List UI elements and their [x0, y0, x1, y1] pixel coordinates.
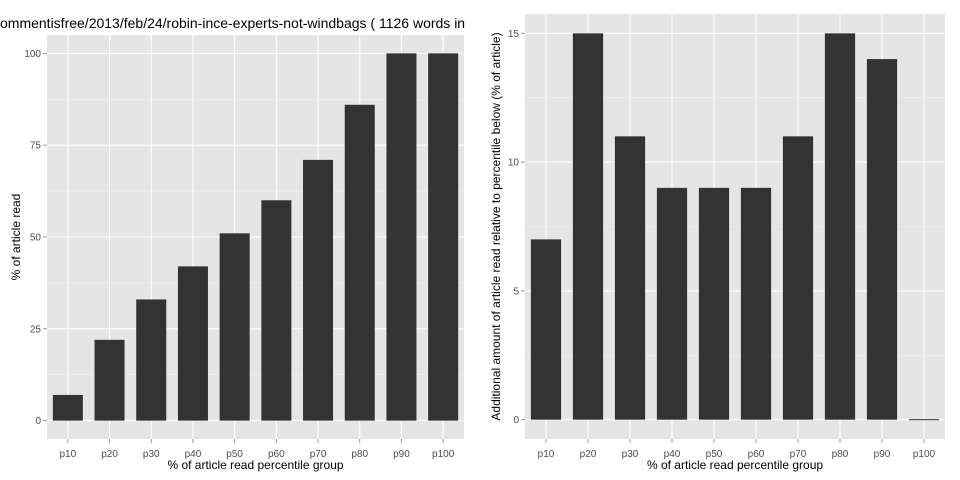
right-bar-chart: 0 5 10 15 p10 p20 p30 p40 p50 p60 p70 p80 p90 p100 %…	[489, 14, 945, 472]
left-bar-p100	[428, 53, 459, 421]
left-y-axis-title: % of article read	[9, 194, 23, 281]
right-x-tick-label: p40	[664, 449, 681, 460]
right-x-tick-label: p30	[622, 449, 639, 460]
left-y-tick-labels: 0 25 50 75 100	[24, 49, 47, 427]
left-x-tick-label: p70	[310, 449, 327, 460]
right-bar-p10	[530, 239, 562, 420]
right-x-tick-label: p80	[832, 449, 849, 460]
left-chart-title: ommentisfree/2013/feb/24/robin-ince-expe…	[0, 15, 465, 31]
right-bar-p70	[782, 136, 814, 420]
left-y-tick-label: 0	[35, 416, 41, 427]
left-x-tick-label: p80	[351, 449, 368, 460]
left-y-tick-label: 25	[30, 324, 42, 335]
right-x-tick-label: p100	[913, 449, 936, 460]
left-bars	[52, 53, 459, 421]
right-x-axis-title: % of article read percentile group	[647, 458, 823, 472]
right-bar-p30	[614, 136, 646, 420]
right-y-tick-label: 5	[513, 286, 519, 297]
left-x-tick-label: p40	[185, 449, 202, 460]
right-x-tick-label: p10	[538, 449, 555, 460]
left-x-tick-label: p60	[268, 449, 285, 460]
left-bar-chart: ommentisfree/2013/feb/24/robin-ince-expe…	[0, 15, 465, 472]
right-y-tick-label: 0	[513, 415, 519, 426]
right-bar-p100	[908, 419, 940, 421]
right-x-tick-label: p20	[580, 449, 597, 460]
left-x-tick-label: p30	[143, 449, 160, 460]
left-x-tick-label: p90	[393, 449, 410, 460]
right-bar-p80	[824, 33, 856, 420]
left-x-axis-title: % of article read percentile group	[167, 458, 343, 472]
left-bar-p50	[219, 233, 250, 421]
left-bar-p90	[386, 53, 417, 421]
right-x-tick-label: p50	[706, 449, 723, 460]
left-x-tick-label: p20	[101, 449, 118, 460]
right-x-tick-label: p70	[790, 449, 807, 460]
right-y-tick-label: 15	[508, 29, 520, 40]
left-y-tick-label: 50	[30, 233, 42, 244]
right-bar-p20	[572, 33, 604, 420]
right-x-tick-labels: p10 p20 p30 p40 p50 p60 p70 p80 p90 p100	[538, 439, 936, 460]
left-x-tick-label: p10	[60, 449, 77, 460]
right-y-tick-label: 10	[508, 158, 520, 169]
right-bar-p50	[698, 187, 730, 420]
left-y-tick-label: 100	[24, 49, 41, 60]
left-x-tick-labels: p10 p20 p30 p40 p50 p60 p70 p80 p90 p100	[60, 439, 455, 460]
left-y-tick-label: 75	[30, 141, 42, 152]
left-bar-p40	[177, 266, 208, 421]
left-bar-p20	[94, 339, 125, 421]
right-bar-p40	[656, 187, 688, 420]
left-bar-p30	[136, 299, 167, 421]
right-bars	[530, 33, 940, 421]
left-bar-p60	[261, 200, 292, 421]
left-x-tick-label: p100	[432, 449, 455, 460]
right-y-axis-title: Additional amount of article read relati…	[489, 32, 503, 420]
left-bar-p10	[52, 394, 83, 421]
right-x-tick-label: p60	[748, 449, 765, 460]
left-bar-p70	[303, 159, 334, 421]
right-y-tick-labels: 0 5 10 15	[508, 29, 525, 426]
left-bar-p80	[344, 104, 375, 421]
right-x-tick-label: p90	[874, 449, 891, 460]
right-bar-p90	[866, 59, 898, 420]
right-bar-p60	[740, 187, 772, 420]
left-x-tick-label: p50	[226, 449, 243, 460]
